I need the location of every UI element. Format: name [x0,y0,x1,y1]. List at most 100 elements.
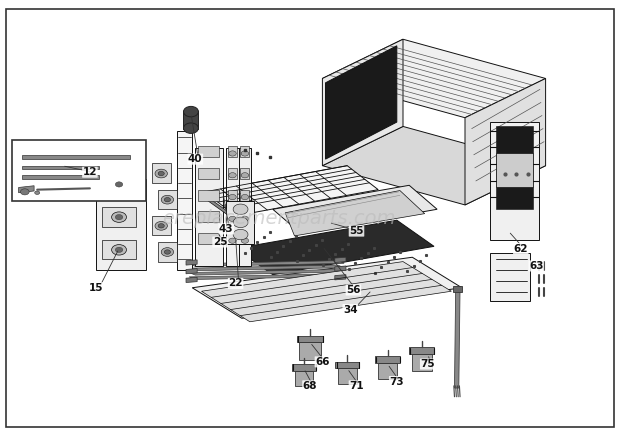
Bar [102,207,136,227]
Polygon shape [239,148,251,266]
Circle shape [184,123,198,133]
Polygon shape [453,286,462,292]
Circle shape [241,238,249,243]
Circle shape [20,189,29,195]
Polygon shape [202,193,236,221]
Polygon shape [338,368,356,384]
Polygon shape [292,364,316,371]
Polygon shape [496,126,533,209]
Bar [240,190,249,201]
Polygon shape [195,148,223,266]
Bar [158,190,177,209]
Polygon shape [465,78,546,205]
Polygon shape [326,46,397,159]
Polygon shape [297,336,324,342]
Polygon shape [322,126,546,205]
Bar [158,242,177,262]
Bar [240,168,249,179]
Polygon shape [226,201,254,244]
Polygon shape [294,371,313,386]
Bar [228,146,237,157]
Polygon shape [273,185,437,233]
Polygon shape [177,131,192,270]
Circle shape [229,173,236,178]
Text: 40: 40 [188,154,203,164]
Bar [240,211,249,222]
Polygon shape [490,122,539,240]
Polygon shape [189,261,344,266]
Circle shape [233,229,248,240]
Polygon shape [226,148,239,266]
Bar [198,146,219,157]
Bar [496,153,533,187]
Polygon shape [202,262,451,322]
Bar [102,240,136,259]
Polygon shape [189,269,344,275]
Bar [198,233,219,244]
Bar [12,140,146,201]
Text: 62: 62 [513,244,528,253]
Text: 22: 22 [228,279,243,288]
Text: 56: 56 [346,285,361,295]
Polygon shape [183,111,198,129]
Polygon shape [335,362,359,368]
Text: 75: 75 [420,359,435,369]
Circle shape [241,173,249,178]
Bar [240,146,249,157]
Polygon shape [186,260,197,265]
Polygon shape [22,175,99,179]
Polygon shape [335,275,346,280]
Polygon shape [412,354,432,371]
Polygon shape [375,356,400,363]
Circle shape [158,224,164,228]
Bar [198,168,219,179]
Polygon shape [409,347,434,354]
Polygon shape [22,166,99,169]
Text: 63: 63 [529,261,544,271]
Polygon shape [322,39,546,118]
Bar [198,190,219,201]
Bar [240,233,249,244]
Polygon shape [322,39,403,166]
Polygon shape [189,265,344,271]
Circle shape [241,194,249,200]
Circle shape [229,238,236,243]
Circle shape [161,195,174,204]
Circle shape [155,169,167,178]
Circle shape [112,245,126,255]
Bar [102,174,136,194]
Polygon shape [22,155,130,159]
Polygon shape [335,257,346,262]
Text: 66: 66 [315,357,330,367]
Circle shape [241,151,249,156]
Polygon shape [454,288,460,388]
Circle shape [164,250,171,254]
Polygon shape [19,186,34,193]
Polygon shape [186,277,197,283]
Circle shape [229,151,236,156]
Text: ereplacementparts.com: ereplacementparts.com [162,208,396,228]
Text: 15: 15 [89,283,104,293]
Circle shape [164,198,171,202]
Bar [228,190,237,201]
Polygon shape [285,191,425,236]
Bar [228,233,237,244]
Polygon shape [205,166,378,216]
Bar [228,211,237,222]
Circle shape [35,191,40,194]
Polygon shape [186,269,197,274]
Circle shape [241,216,249,221]
Circle shape [158,171,164,176]
Polygon shape [378,363,397,379]
Text: 12: 12 [82,167,97,177]
Text: 34: 34 [343,305,358,314]
Bar [152,216,171,235]
Polygon shape [335,266,346,271]
Polygon shape [189,274,344,279]
Circle shape [112,179,126,190]
Bar [152,164,171,183]
Text: 68: 68 [303,381,317,391]
Polygon shape [192,257,462,318]
Circle shape [229,216,236,221]
Text: 71: 71 [349,381,364,391]
